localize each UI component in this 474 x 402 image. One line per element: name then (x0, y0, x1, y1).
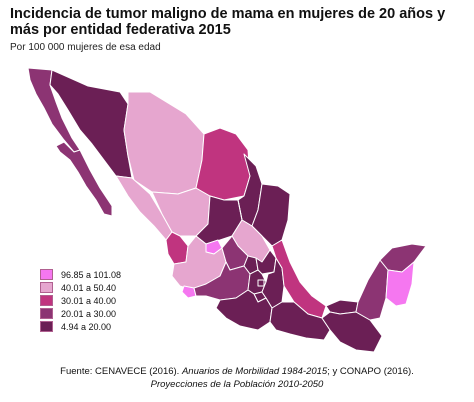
state-coahuila (195, 127, 251, 201)
legend-label: 40.01 a 50.40 (61, 282, 117, 293)
source-text-a: Fuente: CENAVECE (2016). (60, 366, 182, 377)
legend-item: 30.01 a 40.00 (40, 294, 121, 307)
legend-swatch (40, 308, 53, 319)
state-cdmx (257, 279, 265, 287)
legend-item: 20.01 a 30.00 (40, 307, 121, 320)
state-yucatan (379, 243, 427, 273)
legend-label: 96.85 a 101.08 (61, 269, 122, 280)
source-text-d: Proyecciones de la Población 2010-2050 (150, 379, 324, 390)
state-chiapas (321, 311, 383, 353)
state-colima (181, 285, 197, 299)
source-text-b: Anuarios de Morbilidad 1984-2015 (181, 366, 328, 377)
legend-swatch (40, 295, 53, 306)
source-note: Fuente: CENAVECE (2016). Anuarios de Mor… (0, 365, 474, 391)
legend-swatch (40, 321, 53, 332)
legend-item: 4.94 a 20.00 (40, 320, 121, 333)
source-text-c: ; y CONAPO (2016). (327, 366, 414, 377)
source-line-2: Proyecciones de la Población 2010-2050 (0, 378, 474, 391)
legend-label: 20.01 a 30.00 (61, 308, 117, 319)
map-legend: 96.85 a 101.08 40.01 a 50.40 30.01 a 40.… (40, 268, 121, 333)
legend-swatch (40, 269, 53, 280)
state-baja-california-sur (55, 141, 113, 217)
legend-swatch (40, 282, 53, 293)
state-nayarit (165, 231, 189, 265)
state-quintana-roo (385, 261, 415, 307)
state-chihuahua (123, 91, 205, 195)
state-campeche (355, 259, 389, 321)
source-line-1: Fuente: CENAVECE (2016). Anuarios de Mor… (0, 365, 474, 378)
legend-item: 96.85 a 101.08 (40, 268, 121, 281)
legend-label: 4.94 a 20.00 (61, 321, 112, 332)
state-oaxaca (269, 301, 331, 341)
legend-item: 40.01 a 50.40 (40, 281, 121, 294)
map-subtitle: Por 100 000 mujeres de esa edad (10, 42, 161, 53)
legend-label: 30.01 a 40.00 (61, 295, 117, 306)
map-title: Incidencia de tumor maligno de mama en m… (10, 6, 446, 38)
